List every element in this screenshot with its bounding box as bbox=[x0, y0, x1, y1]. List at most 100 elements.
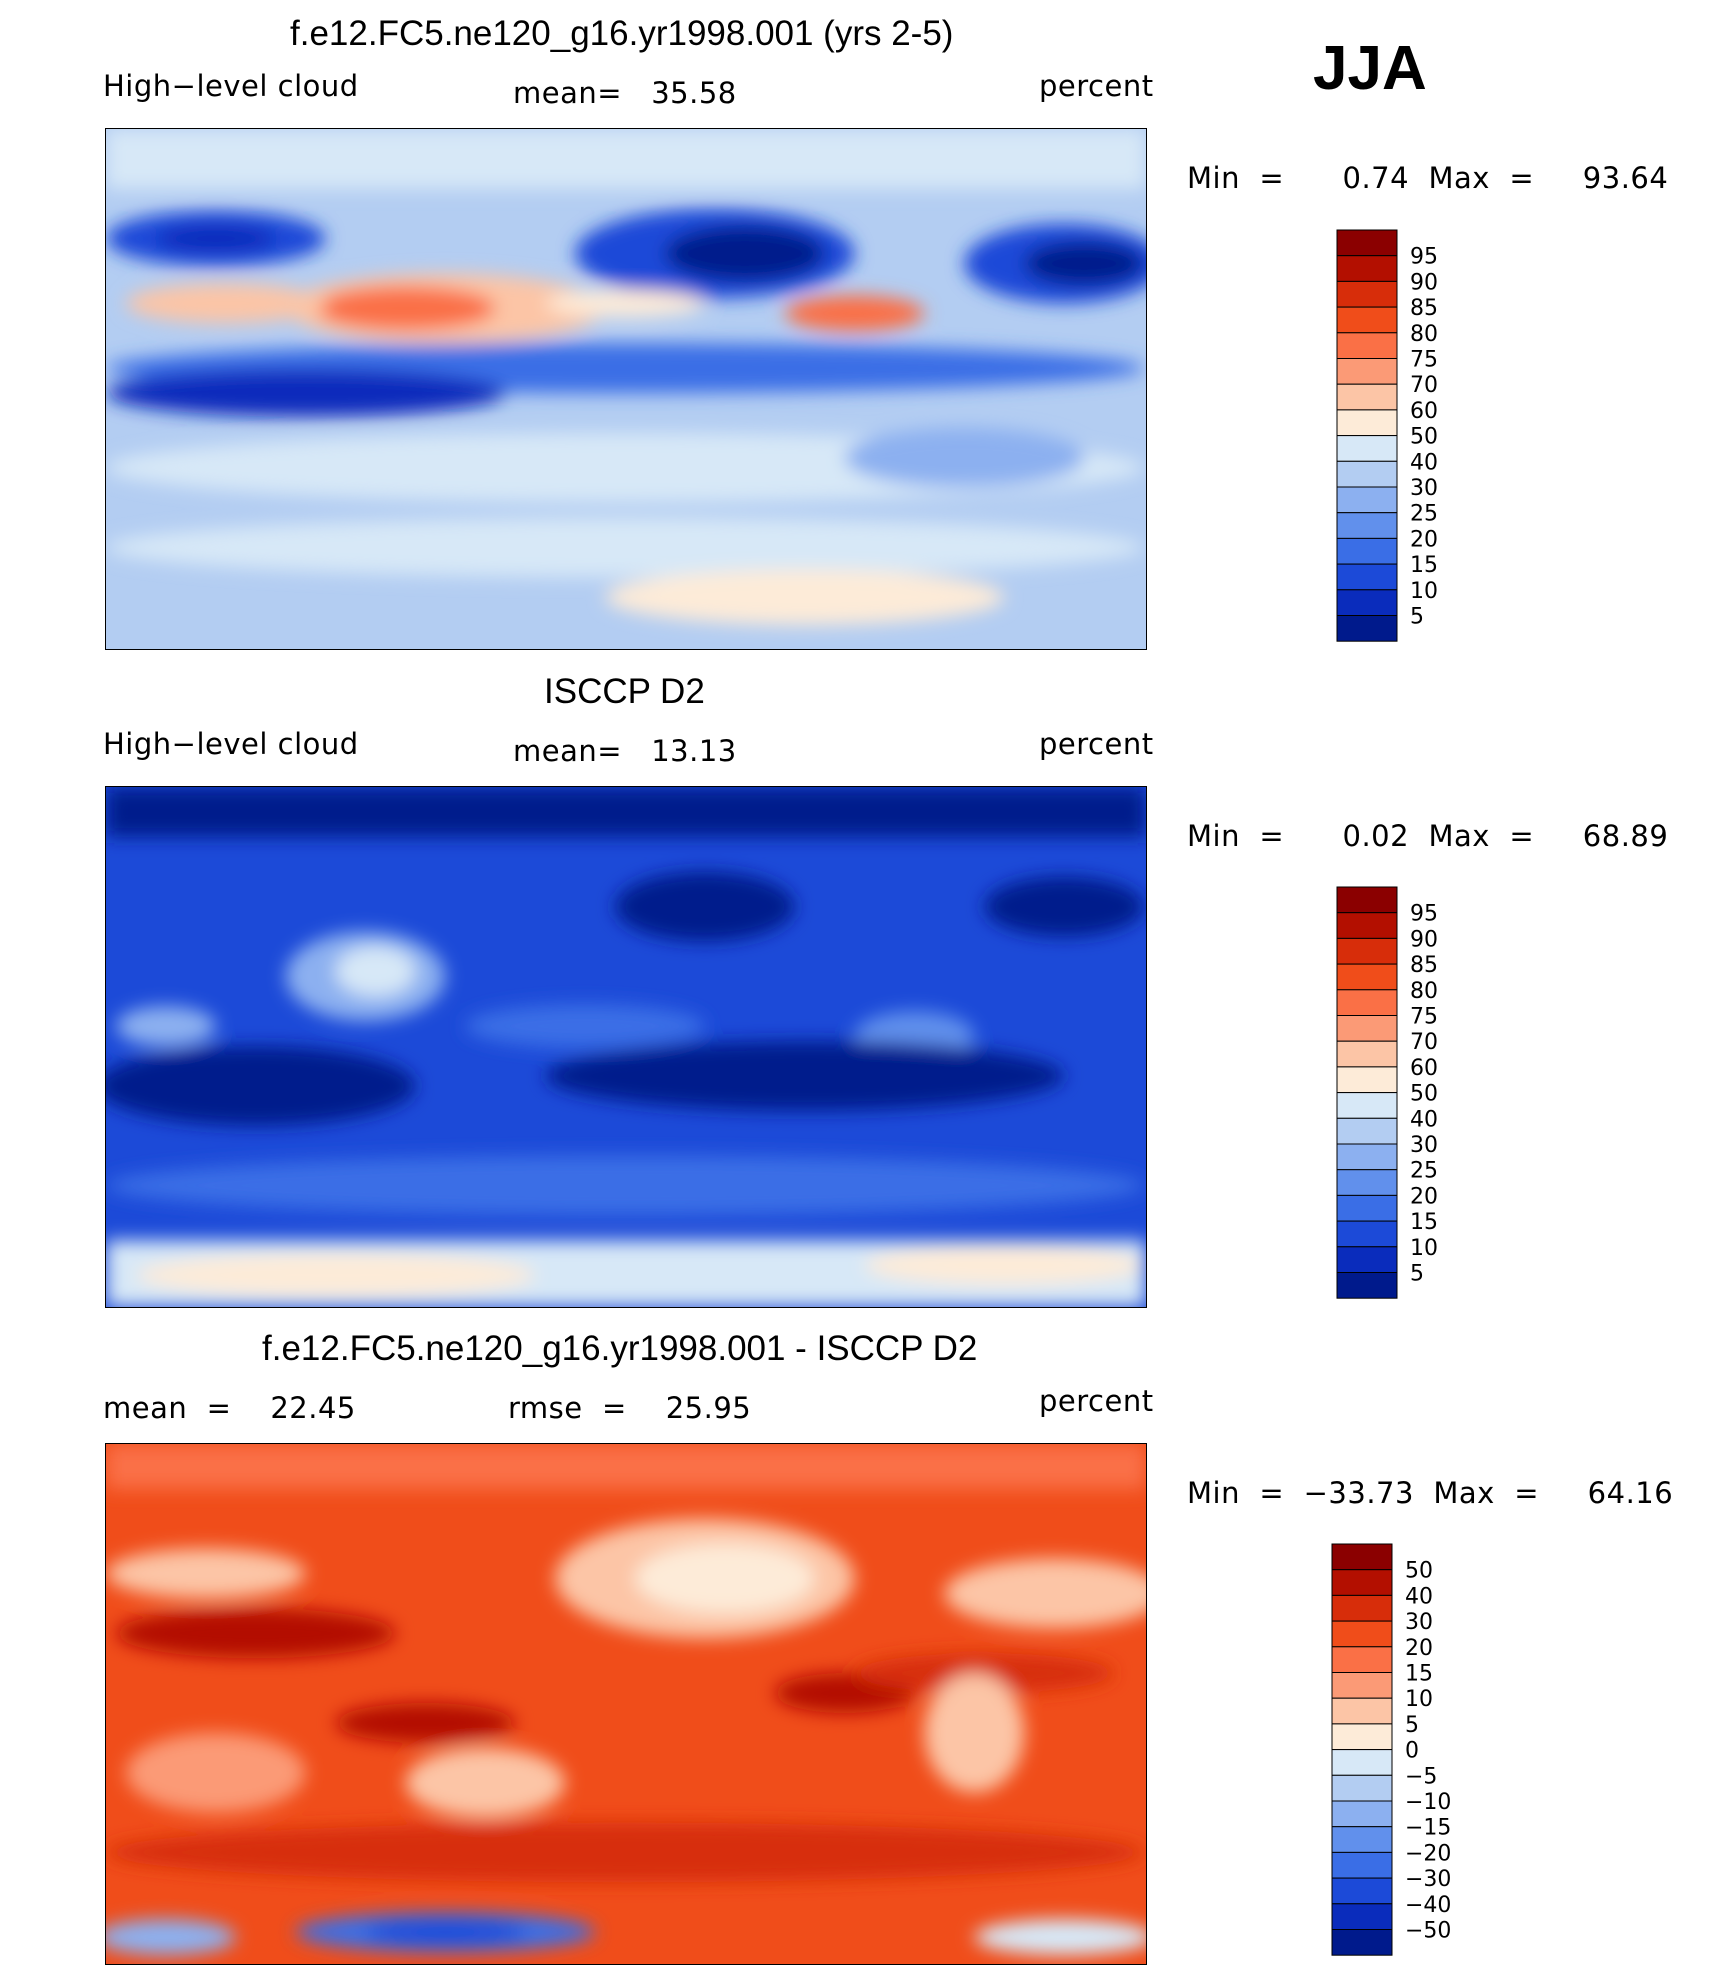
colorbar-label: 0 bbox=[1405, 1739, 1419, 1764]
colorbar-label: 5 bbox=[1410, 605, 1424, 630]
colorbar-label: 90 bbox=[1410, 927, 1438, 952]
panel-3-mean: mean = 22.45 bbox=[103, 1391, 356, 1425]
colorbar-label: 20 bbox=[1405, 1636, 1433, 1661]
colorbar-box bbox=[1336, 229, 1398, 257]
colorbar-box bbox=[1331, 1929, 1393, 1956]
colorbar-box bbox=[1336, 563, 1398, 591]
colorbar-box bbox=[1336, 1194, 1398, 1222]
colorbar-box bbox=[1336, 280, 1398, 308]
colorbar-box bbox=[1336, 1143, 1398, 1171]
colorbar-label: 20 bbox=[1410, 1184, 1438, 1209]
colorbar-label: 40 bbox=[1405, 1584, 1433, 1609]
panel-3-colorbar: 50 40 30 20 15 10 5 0 −5 −10 −15 −20 −30 −40 −50 bbox=[1331, 1543, 1461, 1956]
colorbar-label: 5 bbox=[1405, 1713, 1419, 1738]
colorbar-box bbox=[1336, 1040, 1398, 1068]
colorbar-label: 25 bbox=[1410, 1159, 1438, 1184]
colorbar-label: −5 bbox=[1405, 1764, 1437, 1789]
panel-1-units: percent bbox=[1039, 69, 1154, 103]
colorbar-label: 95 bbox=[1410, 245, 1438, 270]
colorbar-box bbox=[1336, 435, 1398, 462]
colorbar-box bbox=[1331, 1800, 1393, 1828]
colorbar-box bbox=[1331, 1646, 1393, 1674]
colorbar-box bbox=[1336, 460, 1398, 488]
colorbar-box bbox=[1336, 486, 1398, 514]
colorbar-box bbox=[1336, 1246, 1398, 1273]
colorbar-box bbox=[1331, 1851, 1393, 1879]
colorbar-box bbox=[1331, 1774, 1393, 1802]
colorbar-label: 40 bbox=[1410, 1107, 1438, 1132]
panel-2-colorbar: 95 90 85 80 75 70 60 50 40 30 25 20 15 10 5 bbox=[1336, 886, 1456, 1299]
colorbar-box bbox=[1331, 1749, 1393, 1776]
colorbar-label: 10 bbox=[1410, 1236, 1438, 1261]
colorbar-label: 80 bbox=[1410, 979, 1438, 1004]
colorbar-box bbox=[1331, 1594, 1393, 1622]
colorbar-label: −10 bbox=[1405, 1790, 1451, 1815]
colorbar-box bbox=[1336, 537, 1398, 565]
colorbar-box bbox=[1331, 1903, 1393, 1930]
colorbar-label: 60 bbox=[1410, 1056, 1438, 1081]
panel-1-minmax: Min = 0.74 Max = 93.64 bbox=[1187, 161, 1669, 195]
colorbar-box bbox=[1336, 615, 1398, 642]
colorbar-box bbox=[1331, 1569, 1393, 1596]
colorbar-label: 95 bbox=[1410, 902, 1438, 927]
panel-2-title: ISCCP D2 bbox=[544, 672, 705, 711]
panel-2-minmax: Min = 0.02 Max = 68.89 bbox=[1187, 819, 1669, 853]
panel-2-mean: mean= 13.13 bbox=[513, 734, 737, 768]
colorbar-label: −20 bbox=[1405, 1841, 1451, 1866]
colorbar-label: 85 bbox=[1410, 953, 1438, 978]
colorbar-label: −50 bbox=[1405, 1919, 1451, 1944]
colorbar-box bbox=[1336, 937, 1398, 965]
panel-1-map bbox=[105, 128, 1147, 650]
colorbar-label: 30 bbox=[1410, 476, 1438, 501]
panel-2-units: percent bbox=[1039, 727, 1154, 761]
colorbar-box bbox=[1336, 1169, 1398, 1196]
colorbar-box bbox=[1336, 886, 1398, 914]
panel-3-map-field bbox=[106, 1444, 1146, 1964]
colorbar-box bbox=[1336, 1092, 1398, 1119]
colorbar-label: 75 bbox=[1410, 1005, 1438, 1030]
colorbar-label: 50 bbox=[1410, 1082, 1438, 1107]
colorbar-label: 15 bbox=[1405, 1662, 1433, 1687]
colorbar-box bbox=[1331, 1826, 1393, 1853]
colorbar-label: 20 bbox=[1410, 527, 1438, 552]
colorbar-label: 10 bbox=[1405, 1687, 1433, 1712]
colorbar-label: 5 bbox=[1410, 1262, 1424, 1287]
colorbar-box bbox=[1336, 1066, 1398, 1094]
colorbar-box bbox=[1336, 255, 1398, 282]
panel-3-minmax: Min = −33.73 Max = 64.16 bbox=[1187, 1476, 1674, 1510]
panel-2-variable-label: High−level cloud bbox=[103, 727, 359, 761]
colorbar-box bbox=[1331, 1723, 1393, 1751]
colorbar-label: 15 bbox=[1410, 553, 1438, 578]
panel-3-title: f.e12.FC5.ne120_g16.yr1998.001 - ISCCP D… bbox=[262, 1329, 978, 1368]
colorbar-label: 30 bbox=[1405, 1610, 1433, 1635]
colorbar-label: 80 bbox=[1410, 322, 1438, 347]
panel-1-title: f.e12.FC5.ne120_g16.yr1998.001 (yrs 2-5) bbox=[290, 14, 954, 53]
colorbar-label: −30 bbox=[1405, 1867, 1451, 1892]
colorbar-box bbox=[1331, 1620, 1393, 1648]
colorbar-label: 60 bbox=[1410, 399, 1438, 424]
panel-3-map bbox=[105, 1443, 1147, 1965]
colorbar-box bbox=[1336, 409, 1398, 437]
colorbar-box bbox=[1336, 989, 1398, 1017]
colorbar-box bbox=[1336, 383, 1398, 411]
colorbar-box bbox=[1331, 1877, 1393, 1905]
colorbar-box bbox=[1336, 1015, 1398, 1042]
colorbar-label: 85 bbox=[1410, 296, 1438, 321]
colorbar-label: 50 bbox=[1410, 425, 1438, 450]
panel-3-rmse: rmse = 25.95 bbox=[508, 1391, 752, 1425]
colorbar-label: 25 bbox=[1410, 502, 1438, 527]
colorbar-label: 10 bbox=[1410, 579, 1438, 604]
colorbar-box bbox=[1336, 912, 1398, 939]
colorbar-box bbox=[1331, 1697, 1393, 1725]
season-label: JJA bbox=[1313, 34, 1427, 103]
colorbar-box bbox=[1331, 1543, 1393, 1571]
panel-2-map bbox=[105, 786, 1147, 1308]
colorbar-box bbox=[1336, 963, 1398, 991]
panel-1-map-field bbox=[106, 129, 1146, 649]
panel-1-mean: mean= 35.58 bbox=[513, 76, 737, 110]
colorbar-box bbox=[1336, 306, 1398, 334]
colorbar-label: 15 bbox=[1410, 1210, 1438, 1235]
colorbar-label: −40 bbox=[1405, 1893, 1451, 1918]
